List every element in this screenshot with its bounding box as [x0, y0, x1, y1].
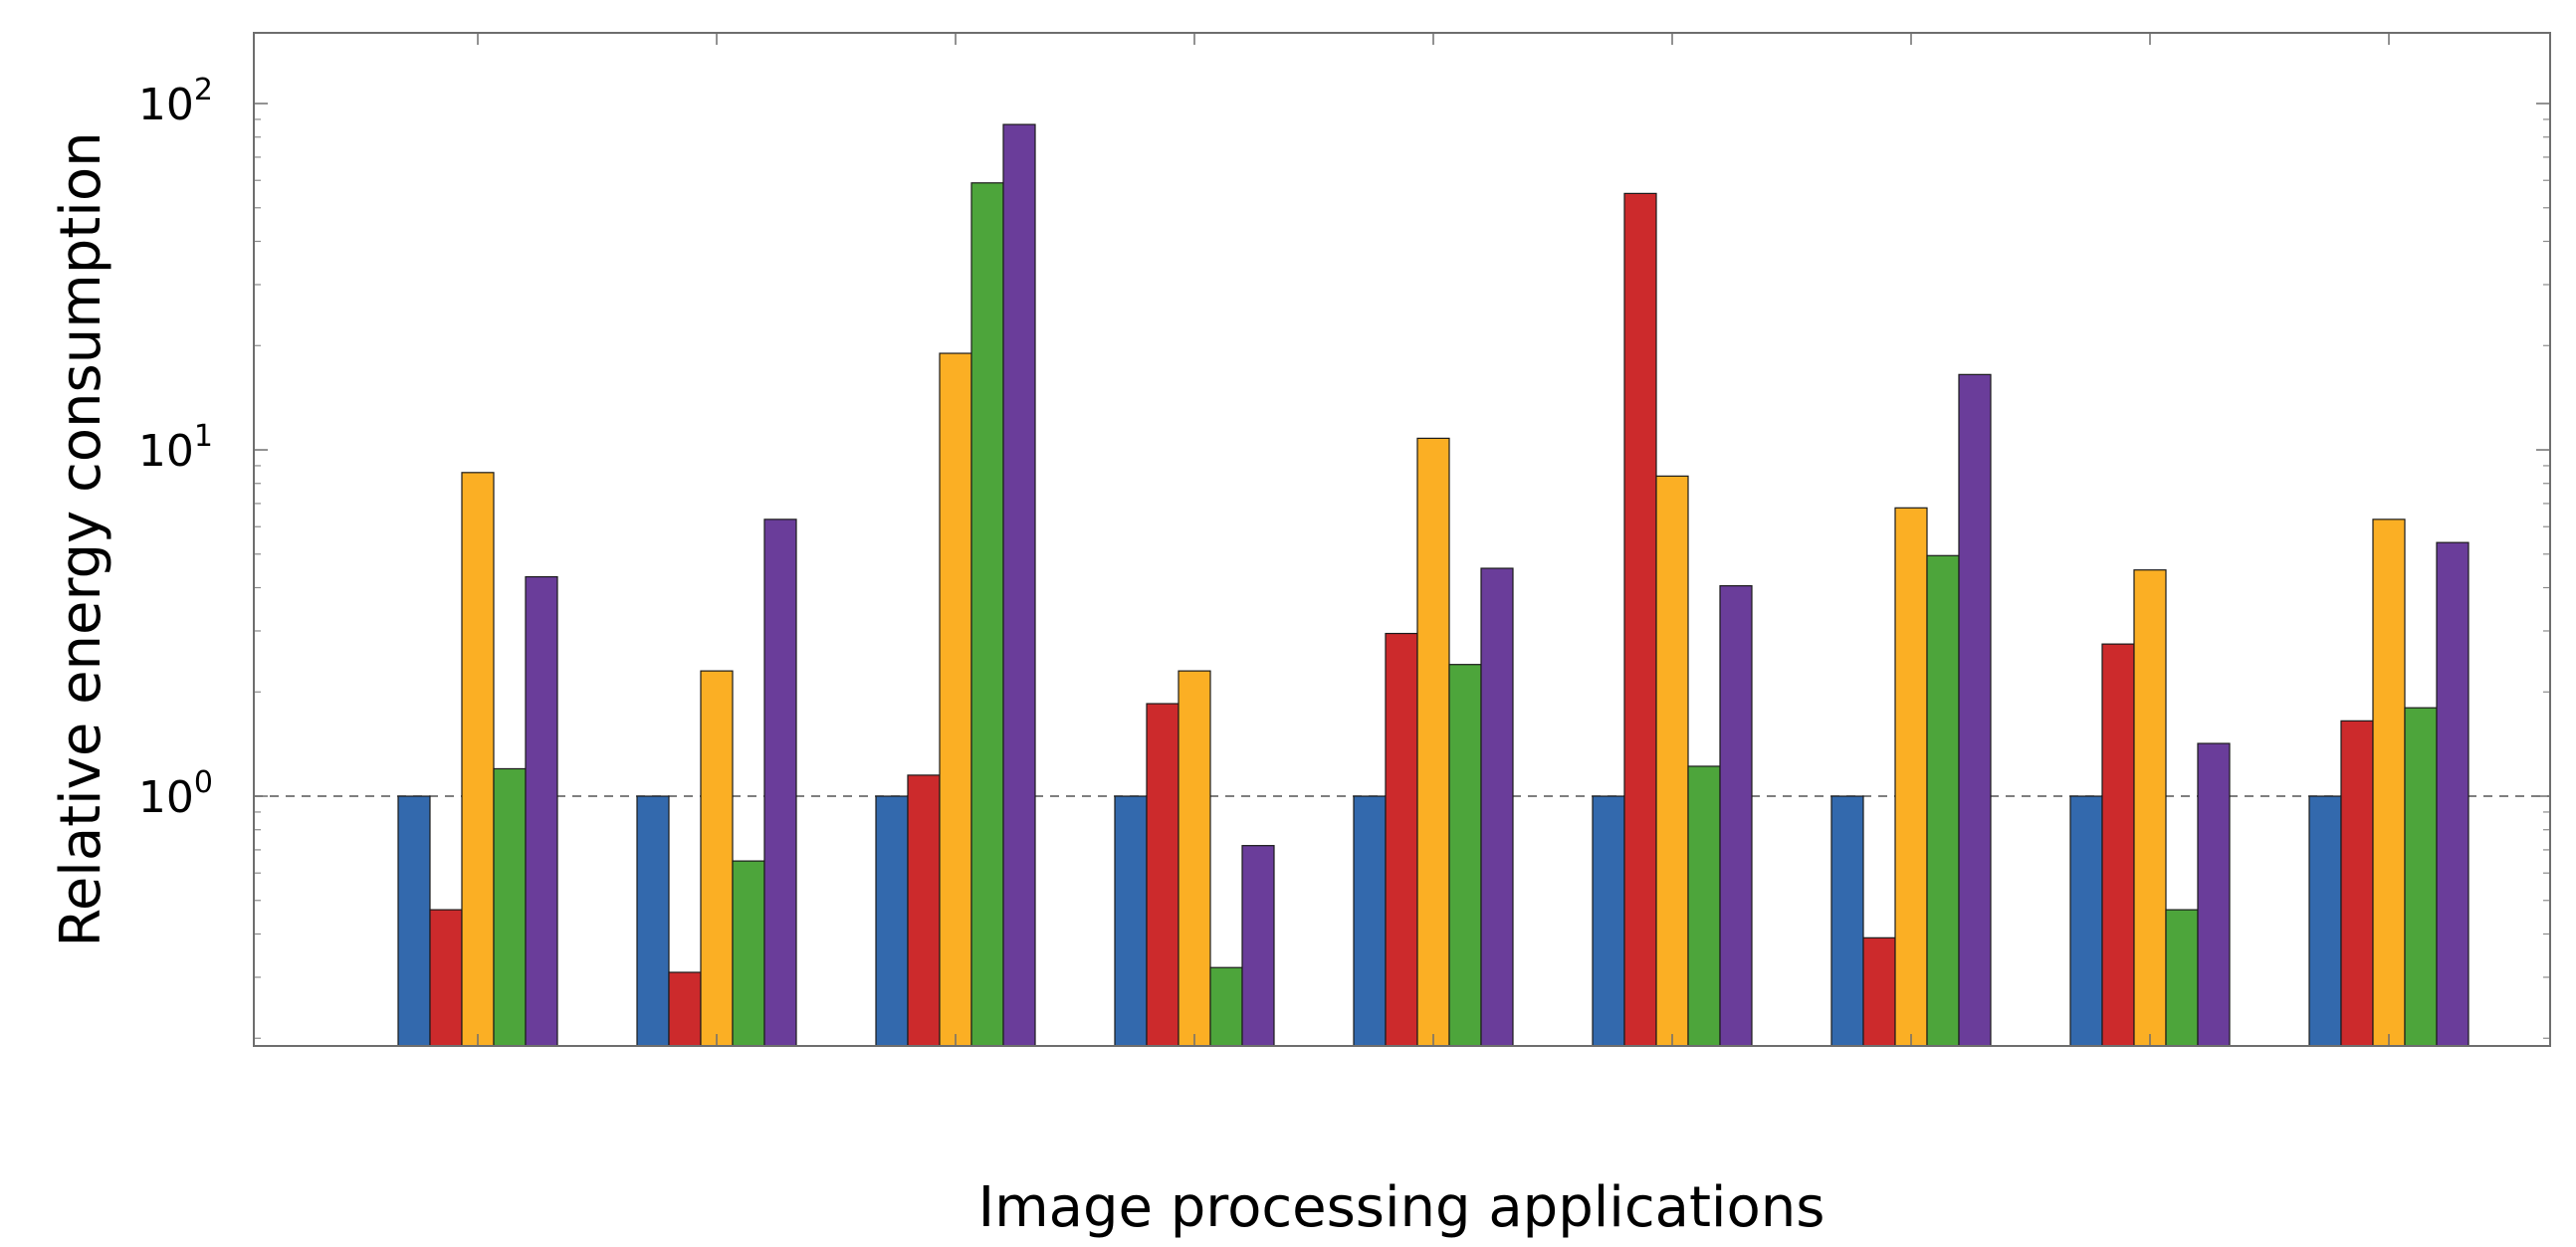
- bar-oop-s5: [1719, 585, 1753, 1047]
- bar-toggle-s3: [2133, 569, 2167, 1047]
- bar-retina-s4: [1926, 554, 1960, 1047]
- x-axis-title: Image processing applications: [978, 1175, 1825, 1240]
- ticks-layer: [254, 33, 2550, 1046]
- bar-anr999-s1: [397, 795, 431, 1047]
- bar-deblocking-s5: [1241, 845, 1275, 1047]
- bar-gmean-s5: [2436, 541, 2469, 1047]
- bar-burner-s2: [907, 774, 941, 1047]
- bar-deblocking-s1: [1114, 795, 1148, 1047]
- bar-burner-s1: [875, 795, 909, 1047]
- y-tick-exponent: 1: [194, 419, 213, 454]
- bar-anr999-s3: [461, 472, 495, 1047]
- y-axis-title: Relative energy consumption: [49, 131, 113, 946]
- bar-retina-s2: [1862, 936, 1896, 1047]
- bar-oop-s3: [1655, 475, 1689, 1047]
- bar-lp-s5: [1480, 567, 1514, 1047]
- bar-antibio-s5: [763, 519, 797, 1047]
- bar-burner-s4: [970, 182, 1004, 1047]
- bar-burner-s5: [1002, 123, 1036, 1047]
- bar-deblocking-s2: [1146, 703, 1180, 1047]
- bar-deblocking-s3: [1178, 670, 1211, 1047]
- bar-oop-s1: [1592, 795, 1625, 1047]
- y-tick-label: 101: [138, 419, 213, 477]
- bar-antibio-s1: [636, 795, 670, 1047]
- bar-anr999-s2: [429, 909, 463, 1047]
- bar-lp-s2: [1385, 632, 1418, 1047]
- bar-gmean-s2: [2340, 720, 2374, 1047]
- bar-toggle-s1: [2069, 795, 2103, 1047]
- bar-deblocking-s4: [1209, 966, 1243, 1047]
- bar-retina-s1: [1830, 795, 1864, 1047]
- plot-frame: [253, 32, 2551, 1047]
- bar-toggle-s4: [2165, 909, 2199, 1047]
- y-tick-base: 10: [138, 80, 194, 130]
- bar-lp-s1: [1353, 795, 1387, 1047]
- bars-layer: [397, 123, 2469, 1047]
- y-tick-exponent: 0: [194, 765, 213, 800]
- bar-gmean-s4: [2404, 707, 2438, 1047]
- y-tick-label: 102: [138, 73, 213, 130]
- bar-antibio-s2: [668, 971, 702, 1047]
- bar-anr999-s4: [493, 767, 527, 1047]
- bar-gmean-s3: [2372, 519, 2406, 1047]
- bar-toggle-s2: [2101, 643, 2135, 1047]
- bar-anr999-s5: [525, 575, 558, 1047]
- bar-oop-s2: [1623, 192, 1657, 1047]
- y-tick-label: 100: [138, 765, 213, 823]
- y-tick-base: 10: [138, 772, 194, 823]
- bar-oop-s4: [1687, 765, 1721, 1047]
- bar-retina-s3: [1894, 507, 1928, 1047]
- bar-antibio-s4: [732, 860, 765, 1047]
- bar-burner-s3: [939, 352, 972, 1047]
- y-tick-exponent: 2: [194, 73, 213, 107]
- bar-retina-s5: [1958, 373, 1992, 1047]
- bar-toggle-s5: [2197, 742, 2231, 1047]
- bar-lp-s4: [1448, 664, 1482, 1047]
- bar-lp-s3: [1416, 437, 1450, 1047]
- y-tick-base: 10: [138, 426, 194, 477]
- bar-antibio-s3: [700, 670, 734, 1047]
- bar-gmean-s1: [2308, 795, 2342, 1047]
